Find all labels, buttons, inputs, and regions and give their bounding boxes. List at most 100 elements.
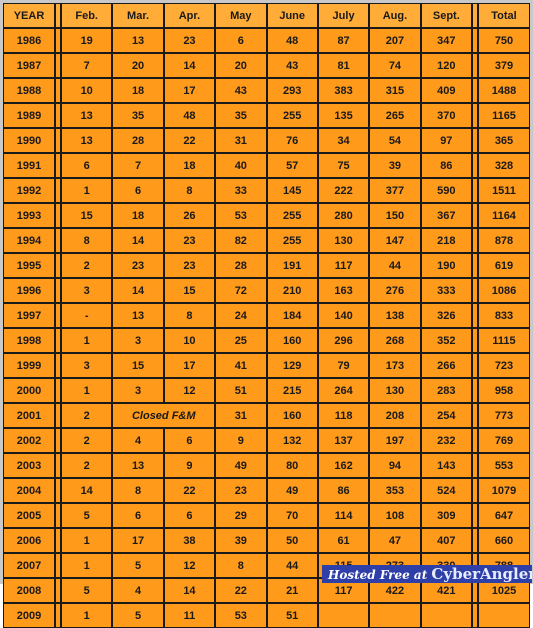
- apr-cell: 9: [163, 453, 216, 478]
- column-gap: [472, 253, 478, 278]
- year-cell: 2005: [3, 503, 55, 528]
- aug-cell: 130: [369, 378, 421, 403]
- sept-cell: 367: [420, 203, 472, 228]
- mar-cell: 18: [112, 203, 164, 228]
- feb-cell: 2: [61, 428, 113, 453]
- hosting-banner[interactable]: Hosted Free at CyberAngler!: [322, 565, 532, 583]
- total-cell: 878: [478, 228, 530, 253]
- mar-cell: 13: [112, 453, 164, 478]
- may-cell: 28: [215, 253, 267, 278]
- column-gap: [472, 178, 478, 203]
- june-cell: 43: [266, 53, 318, 78]
- total-cell: 1079: [478, 478, 530, 503]
- column-gap: [472, 3, 478, 28]
- column-gap: [472, 103, 478, 128]
- apr-cell: 48: [163, 103, 216, 128]
- apr-cell: 12: [163, 378, 216, 403]
- mar-cell: 3: [112, 378, 164, 403]
- june-cell: 145: [266, 178, 318, 203]
- july-cell: 75: [317, 153, 370, 178]
- column-gap: [472, 428, 478, 453]
- year-cell: 1988: [3, 78, 55, 103]
- apr-cell: 23: [163, 253, 216, 278]
- aug-cell: 138: [369, 303, 421, 328]
- year-cell: 2000: [3, 378, 55, 403]
- apr-cell: 15: [163, 278, 216, 303]
- june-cell: 70: [266, 503, 318, 528]
- total-cell: 1511: [478, 178, 530, 203]
- may-cell: 51: [215, 378, 267, 403]
- aug-cell: 268: [369, 328, 421, 353]
- may-cell: 33: [215, 178, 267, 203]
- aug-cell: 39: [369, 153, 421, 178]
- may-cell: 35: [215, 103, 267, 128]
- july-cell: 163: [317, 278, 370, 303]
- column-gap: [55, 53, 61, 78]
- may-cell: 53: [215, 603, 267, 628]
- feb-cell: 5: [61, 578, 113, 603]
- column-gap: [55, 178, 61, 203]
- may-cell: 39: [215, 528, 267, 553]
- table-row: 1994 8 14 23 82 255 130 147 218 878: [3, 228, 530, 253]
- apr-cell: 8: [163, 303, 216, 328]
- sept-cell: 266: [420, 353, 472, 378]
- may-cell: 23: [215, 478, 267, 503]
- year-cell: 2001: [3, 403, 55, 428]
- column-gap: [55, 128, 61, 153]
- aug-cell: 147: [369, 228, 421, 253]
- column-gap: [55, 153, 61, 178]
- table-row: 1989 13 35 48 35 255 135 265 370 1165: [3, 103, 530, 128]
- year-cell: 2003: [3, 453, 55, 478]
- table-row: 2000 1 3 12 51 215 264 130 283 958: [3, 378, 530, 403]
- feb-cell: 10: [61, 78, 113, 103]
- june-cell: 184: [266, 303, 318, 328]
- aug-cell: 265: [369, 103, 421, 128]
- july-cell: 135: [317, 103, 370, 128]
- column-gap: [472, 528, 478, 553]
- apr-cell: 38: [163, 528, 216, 553]
- table-row: 2001 2 Closed F&M 31 160 118 208 254 773: [3, 403, 530, 428]
- may-cell: 24: [215, 303, 267, 328]
- header-year: YEAR: [3, 3, 55, 28]
- june-cell: 51: [266, 603, 318, 628]
- column-gap: [55, 553, 61, 578]
- column-gap: [55, 478, 61, 503]
- sept-cell: 409: [420, 78, 472, 103]
- sept-cell: [420, 603, 472, 628]
- table-row: 1992 1 6 8 33 145 222 377 590 1511: [3, 178, 530, 203]
- year-cell: 2002: [3, 428, 55, 453]
- june-cell: 80: [266, 453, 318, 478]
- total-cell: 1086: [478, 278, 530, 303]
- aug-cell: 108: [369, 503, 421, 528]
- apr-cell: 8: [163, 178, 216, 203]
- column-gap: [55, 453, 61, 478]
- year-cell: 1998: [3, 328, 55, 353]
- june-cell: 191: [266, 253, 318, 278]
- apr-cell: 14: [163, 578, 216, 603]
- aug-cell: [369, 603, 421, 628]
- june-cell: 48: [266, 28, 318, 53]
- sept-cell: 120: [420, 53, 472, 78]
- year-cell: 1987: [3, 53, 55, 78]
- table-row: 1987 7 20 14 20 43 81 74 120 379: [3, 53, 530, 78]
- year-cell: 1999: [3, 353, 55, 378]
- apr-cell: 17: [163, 78, 216, 103]
- july-cell: [317, 603, 370, 628]
- feb-cell: 2: [61, 453, 113, 478]
- june-cell: 132: [266, 428, 318, 453]
- may-cell: 22: [215, 578, 267, 603]
- apr-cell: 23: [163, 228, 216, 253]
- year-cell: 1997: [3, 303, 55, 328]
- july-cell: 117: [317, 253, 370, 278]
- apr-cell: 22: [163, 128, 216, 153]
- header-apr: Apr.: [163, 3, 216, 28]
- july-cell: 81: [317, 53, 370, 78]
- may-cell: 25: [215, 328, 267, 353]
- column-gap: [55, 253, 61, 278]
- mar-cell: 28: [112, 128, 164, 153]
- table-row: 1990 13 28 22 31 76 34 54 97 365: [3, 128, 530, 153]
- feb-cell: 19: [61, 28, 113, 53]
- column-gap: [472, 203, 478, 228]
- june-cell: 44: [266, 553, 318, 578]
